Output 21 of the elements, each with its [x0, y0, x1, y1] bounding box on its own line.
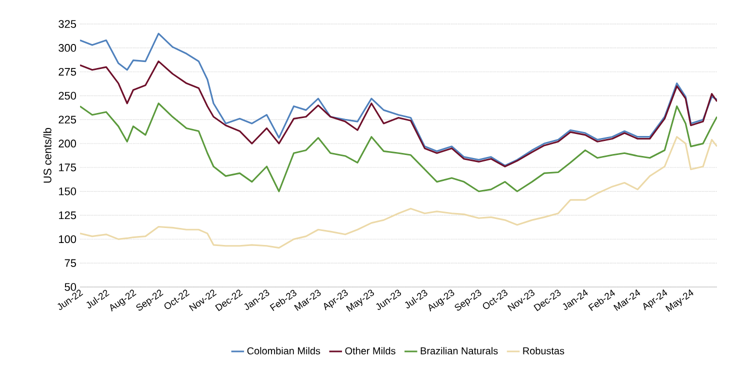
y-tick-label: 200 — [58, 140, 76, 148]
legend-label: Other Milds — [345, 347, 396, 354]
y-tick-label: 250 — [58, 92, 76, 100]
y-tick-label: 50 — [64, 283, 76, 291]
y-tick-label: 75 — [64, 259, 76, 267]
line-series — [80, 136, 718, 249]
line-series — [80, 102, 718, 192]
y-tick-label: 100 — [59, 235, 76, 244]
y-tick-label: 275 — [58, 68, 76, 76]
y-axis-title: US cents/lb — [43, 128, 52, 183]
legend-label: Robustas — [523, 347, 564, 354]
y-tick-label: 175 — [59, 164, 76, 172]
y-tick-label: 150 — [59, 187, 76, 196]
y-tick-label: 325 — [58, 20, 76, 28]
line-series — [80, 32, 718, 166]
y-tick-label: 300 — [58, 44, 76, 52]
line-series — [80, 60, 718, 168]
legend-label: Colombian Milds — [247, 347, 320, 354]
y-tick-label: 225 — [58, 116, 76, 124]
y-tick-label: 125 — [59, 211, 76, 220]
legend-label: Brazilian Naturals — [420, 347, 498, 354]
